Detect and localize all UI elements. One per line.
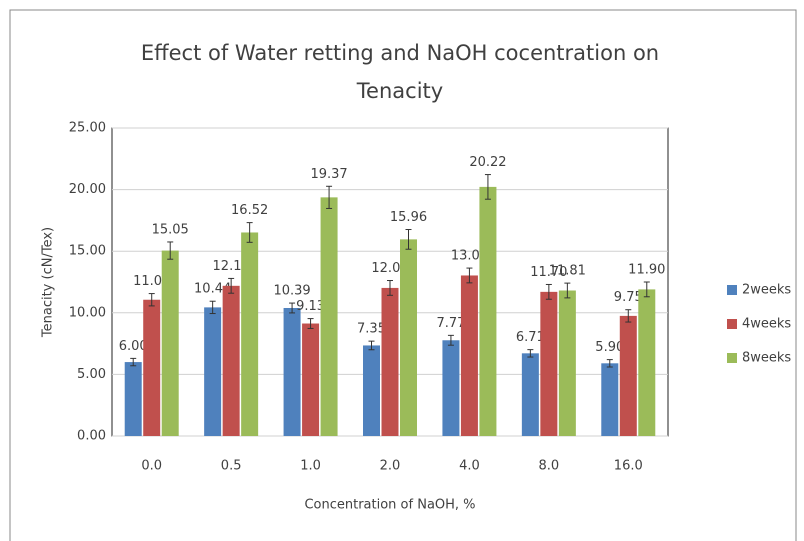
value-label: 11.81 — [549, 264, 586, 279]
chart-border — [9, 9, 797, 541]
value-label: 6.00 — [119, 339, 148, 354]
bar — [540, 291, 558, 436]
error-bar — [228, 277, 235, 294]
bar — [638, 289, 656, 436]
error-bar — [606, 359, 613, 368]
value-label: 11.70 — [530, 265, 567, 280]
y-tick-label: 25.00 — [69, 121, 106, 136]
legend-swatch — [727, 285, 737, 295]
bar — [222, 285, 240, 436]
error-bar — [130, 357, 137, 367]
x-tick-label: 4.0 — [459, 459, 480, 474]
bar — [204, 307, 222, 436]
bar — [241, 232, 259, 436]
bar — [460, 275, 478, 436]
y-axis-title: Tenacity (cN/Tex) — [41, 227, 56, 338]
value-label: 12.19 — [213, 259, 250, 274]
error-bar — [246, 222, 253, 243]
bar — [400, 239, 417, 436]
error-bar — [326, 185, 333, 209]
error-bar — [387, 280, 393, 296]
x-tick-label: 0.0 — [141, 459, 162, 474]
error-bar — [643, 281, 650, 298]
x-tick-label: 8.0 — [539, 459, 560, 474]
x-tick-label: 2.0 — [380, 459, 401, 474]
bar — [558, 290, 576, 436]
value-label: 9.75 — [614, 290, 643, 305]
error-bar — [447, 334, 454, 346]
error-bar — [527, 349, 534, 358]
bar — [619, 315, 637, 436]
value-label: 9.13 — [296, 299, 325, 314]
value-label: 13.03 — [451, 249, 488, 264]
bar — [381, 287, 399, 436]
bar — [479, 186, 497, 436]
error-bar — [405, 229, 412, 250]
bar — [363, 345, 380, 436]
bar — [442, 340, 460, 436]
error-bar — [307, 318, 314, 329]
legend-label: 2weeks — [742, 283, 791, 298]
value-label: 6.71 — [516, 330, 545, 345]
value-label: 11.06 — [133, 274, 170, 289]
y-tick-label: 20.00 — [69, 182, 106, 197]
value-label: 15.96 — [390, 210, 427, 225]
value-label: 19.37 — [310, 167, 347, 182]
y-tick-label: 15.00 — [69, 244, 106, 259]
value-label: 7.35 — [357, 322, 386, 337]
value-label: 12.02 — [371, 261, 408, 276]
error-bar — [368, 340, 375, 351]
bar — [601, 363, 619, 436]
bar — [283, 307, 301, 436]
error-bar — [466, 267, 473, 284]
legend-label: 8weeks — [742, 351, 791, 366]
bar — [161, 250, 179, 436]
chart-title: Effect of Water retting and NaOH cocentr… — [140, 41, 660, 103]
x-tick-label: 0.5 — [221, 459, 242, 474]
bar — [302, 323, 320, 436]
value-label: 11.90 — [628, 263, 665, 278]
error-bar — [209, 300, 216, 315]
value-label: 20.22 — [469, 155, 506, 170]
value-label: 15.05 — [152, 222, 189, 237]
value-label: 10.39 — [273, 284, 310, 299]
error-bar — [625, 309, 632, 323]
value-label: 10.44 — [194, 282, 231, 297]
legend-swatch — [727, 353, 737, 363]
bar — [124, 362, 142, 436]
error-bar — [167, 241, 174, 260]
error-bar — [148, 293, 155, 307]
error-bar — [289, 302, 296, 314]
x-tick-label: 16.0 — [614, 459, 643, 474]
error-bar — [545, 283, 552, 300]
bar — [320, 197, 338, 436]
y-tick-label: 0.00 — [77, 429, 106, 444]
error-bar — [484, 174, 491, 200]
bar — [521, 353, 539, 436]
error-bar — [564, 282, 571, 299]
value-label: 7.77 — [436, 316, 465, 331]
x-tick-label: 1.0 — [300, 459, 321, 474]
bar — [143, 299, 161, 436]
y-tick-label: 10.00 — [69, 305, 106, 320]
x-axis-title: Concentration of NaOH, % — [304, 498, 475, 513]
y-tick-label: 5.00 — [77, 367, 106, 382]
legend-label: 4weeks — [742, 317, 791, 332]
value-label: 16.52 — [231, 203, 268, 218]
legend-swatch — [727, 319, 737, 329]
value-label: 5.90 — [595, 340, 624, 355]
